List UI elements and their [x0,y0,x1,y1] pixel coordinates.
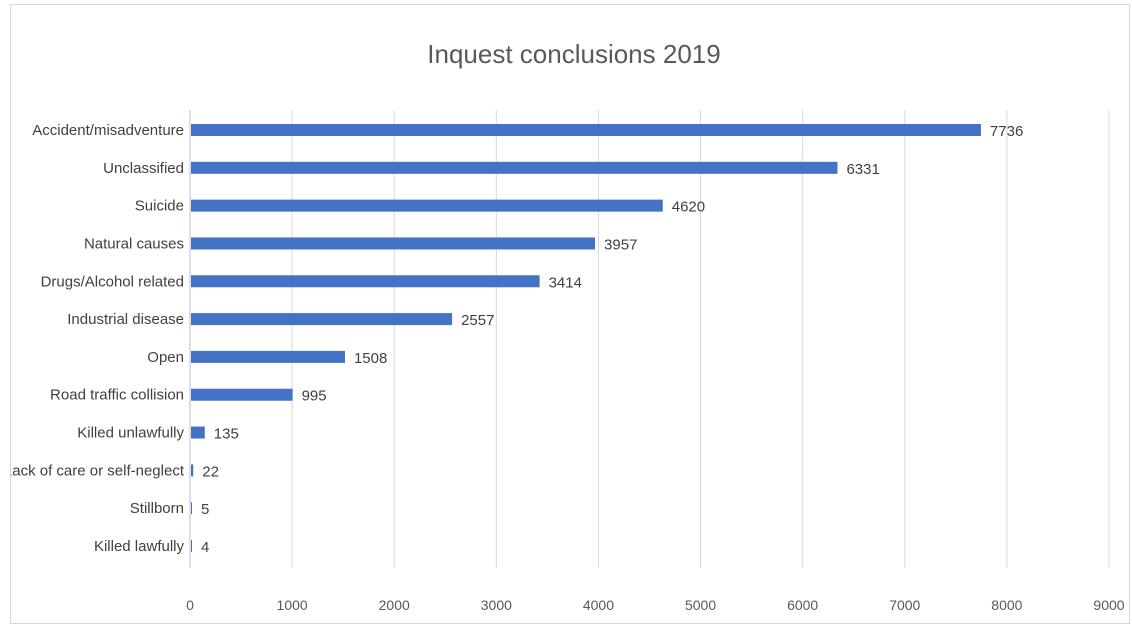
data-label: 6331 [846,161,879,178]
bar [191,161,838,174]
bar [191,275,540,288]
x-tick-label: 6000 [787,597,818,613]
x-tick-label: 7000 [889,597,920,613]
x-tick-label: 1000 [277,597,308,613]
data-label: 3414 [549,274,582,291]
data-label: 135 [214,426,239,443]
data-label: 4 [201,539,209,556]
data-label: 3957 [604,236,637,253]
data-label: 2557 [461,312,494,329]
data-labels: 7736 6331 4620 3957 3414 2557 1508 995 135 22 5 4 [201,123,1023,556]
bar [191,502,192,515]
category-label: Natural causes [84,235,184,252]
category-label: Lack of care or self-neglect [11,462,185,479]
data-label: 4620 [672,199,705,216]
chart-frame: Inquest conclusions 2019 Accident/misadv… [10,4,1130,624]
data-label: 22 [202,463,219,480]
bar [191,388,293,401]
category-label: Killed unlawfully [77,425,184,442]
bar [191,350,345,363]
category-label: Drugs/Alcohol related [41,273,184,290]
category-label: Unclassified [103,160,184,177]
category-label: Open [147,349,184,366]
gridlines [291,110,1110,568]
x-tick-label: 4000 [583,597,614,613]
data-label: 7736 [990,123,1023,140]
data-label: 1508 [354,350,387,367]
bars [191,124,981,552]
category-label: Killed lawfully [94,538,185,555]
category-label: Accident/misadventure [32,122,184,139]
bar [191,313,453,326]
bar [191,199,663,212]
data-label: 5 [201,501,209,518]
data-label: 995 [302,388,327,405]
bar [191,464,194,477]
x-tick-label: 3000 [481,597,512,613]
bar [191,237,596,250]
bar [191,124,981,136]
x-tick-labels: 0 1000 2000 3000 4000 5000 6000 7000 8000 9000 [186,597,1125,613]
bar [191,426,205,439]
category-label: Stillborn [130,500,184,517]
category-labels: Accident/misadventure Unclassified Suicide… [11,122,185,555]
chart-title: Inquest conclusions 2019 [427,39,720,69]
bar [191,540,192,552]
x-tick-label: 8000 [991,597,1022,613]
bar-chart: Inquest conclusions 2019 Accident/misadv… [11,39,1125,613]
x-tick-label: 9000 [1093,597,1124,613]
category-label: Suicide [135,198,184,215]
category-label: Industrial disease [67,311,184,328]
x-tick-label: 2000 [379,597,410,613]
category-label: Road traffic collision [50,387,184,404]
x-tick-label: 5000 [685,597,716,613]
x-tick-label: 0 [186,597,194,613]
